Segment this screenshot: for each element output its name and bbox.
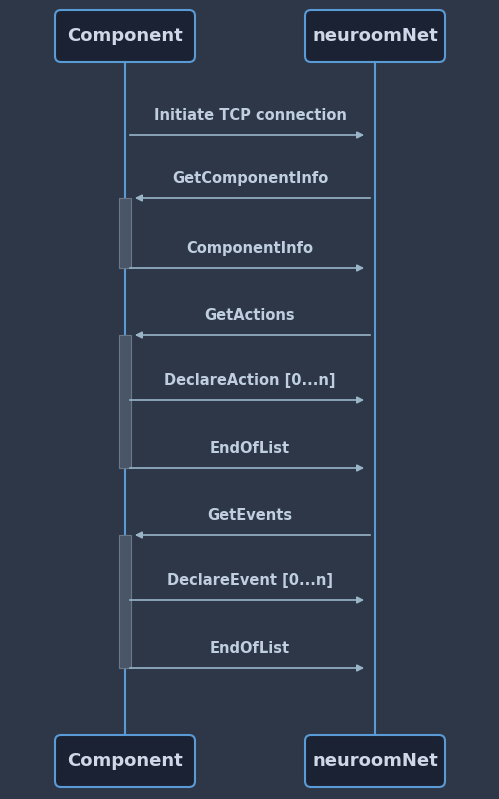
FancyBboxPatch shape (55, 735, 195, 787)
FancyBboxPatch shape (119, 535, 131, 668)
Text: Initiate TCP connection: Initiate TCP connection (154, 108, 346, 123)
FancyBboxPatch shape (305, 10, 445, 62)
FancyBboxPatch shape (119, 198, 131, 268)
Text: ComponentInfo: ComponentInfo (187, 241, 313, 256)
Text: GetComponentInfo: GetComponentInfo (172, 171, 328, 186)
Text: Component: Component (67, 27, 183, 45)
Text: EndOfList: EndOfList (210, 641, 290, 656)
Text: neuroomNet: neuroomNet (312, 27, 438, 45)
FancyBboxPatch shape (119, 335, 131, 468)
Text: GetEvents: GetEvents (208, 508, 292, 523)
FancyBboxPatch shape (305, 735, 445, 787)
Text: GetActions: GetActions (205, 308, 295, 323)
FancyBboxPatch shape (55, 10, 195, 62)
Text: DeclareAction [0...n]: DeclareAction [0...n] (164, 373, 336, 388)
Text: DeclareEvent [0...n]: DeclareEvent [0...n] (167, 573, 333, 588)
Text: neuroomNet: neuroomNet (312, 752, 438, 770)
Text: EndOfList: EndOfList (210, 441, 290, 456)
Text: Component: Component (67, 752, 183, 770)
